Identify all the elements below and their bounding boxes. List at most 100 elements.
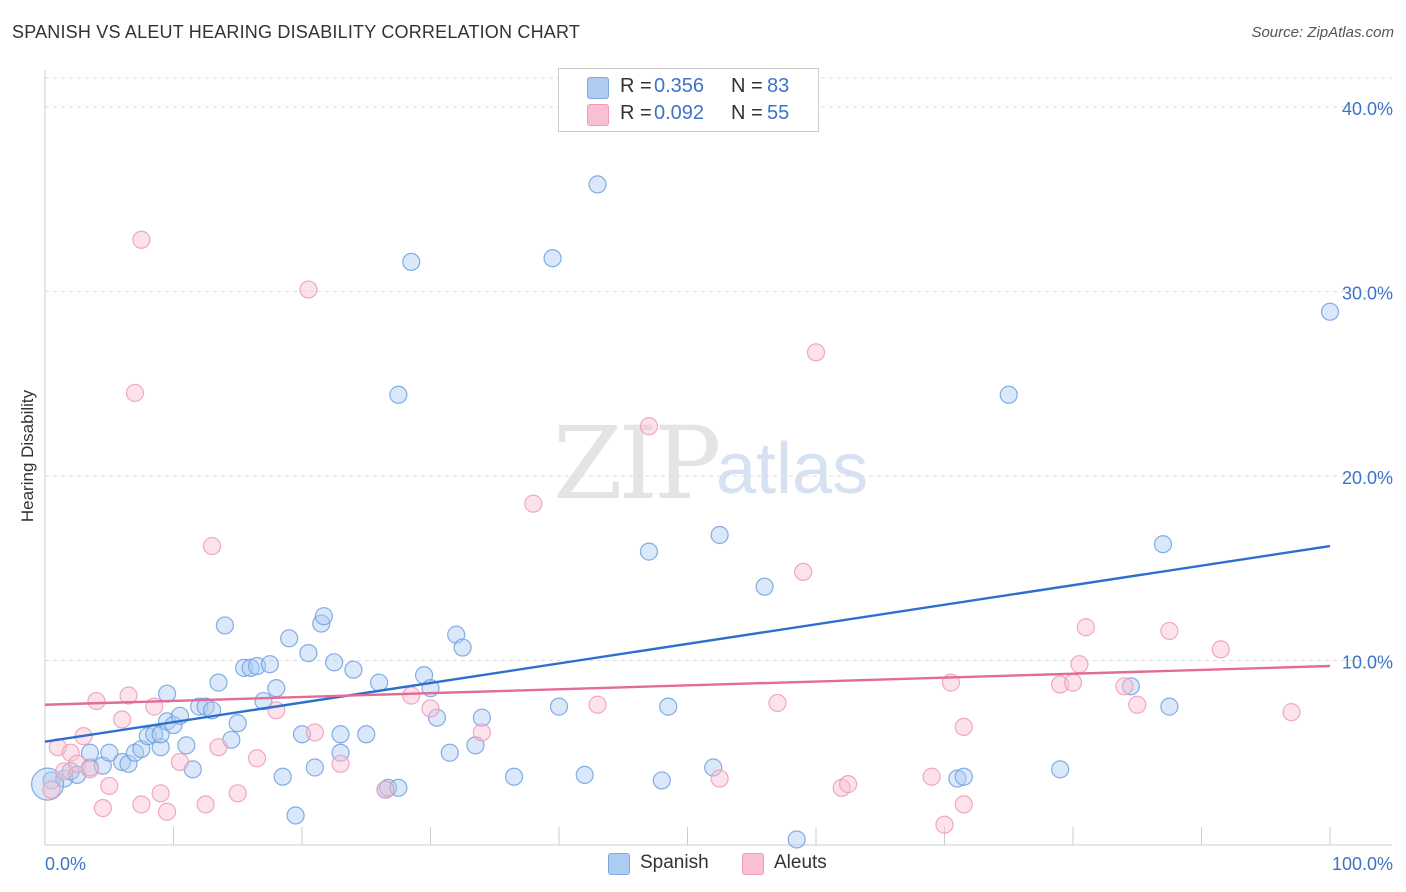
tick-labels: 10.0% 20.0% 30.0% 40.0% 0.0% 100.0%	[45, 99, 1393, 874]
data-point-spanish	[652, 771, 671, 790]
legend-n-value: 55	[767, 102, 790, 124]
y-tick-label: 20.0%	[1342, 468, 1393, 488]
data-point-spanish	[427, 708, 447, 727]
data-point-spanish	[588, 175, 607, 194]
data-point-spanish	[389, 385, 408, 404]
data-point-spanish	[440, 743, 459, 762]
data-point-spanish	[370, 673, 389, 692]
data-point-spanish	[299, 643, 318, 663]
data-point-spanish	[1121, 677, 1140, 696]
grid-lines	[45, 77, 1392, 661]
data-point-spanish	[787, 830, 806, 849]
source-note: Source: ZipAtlas.com	[1251, 24, 1394, 41]
data-point-aleuts	[421, 699, 440, 718]
x-tick-label: 0.0%	[45, 854, 86, 874]
data-point-aleuts	[157, 802, 177, 821]
data-point-spanish	[575, 765, 594, 784]
legend-swatch-aleuts	[587, 104, 609, 126]
data-point-spanish	[177, 736, 196, 755]
data-point-spanish	[1051, 760, 1070, 779]
data-point-spanish	[305, 758, 324, 777]
data-point-aleuts	[228, 784, 247, 803]
data-point-spanish	[472, 708, 491, 727]
data-point-aleuts	[151, 784, 170, 803]
data-point-aleuts	[794, 562, 813, 582]
watermark-zip: ZIP	[553, 405, 721, 522]
data-point-spanish	[209, 673, 228, 692]
data-point-spanish	[378, 778, 398, 797]
data-point-aleuts	[125, 383, 145, 403]
data-point-aleuts	[376, 780, 395, 799]
data-point-spanish	[215, 616, 234, 635]
data-point-aleuts	[170, 752, 190, 772]
data-point-spanish	[453, 638, 472, 657]
data-point-aleuts	[202, 536, 222, 556]
data-point-aleuts	[768, 693, 787, 713]
data-point-spanish	[331, 725, 350, 744]
data-point-aleuts	[639, 417, 659, 436]
data-point-spanish	[325, 653, 344, 672]
y-axis-label: Hearing Disability	[18, 389, 37, 522]
legend-r-value: 0.092	[654, 102, 705, 124]
data-point-aleuts	[196, 795, 215, 814]
data-point-spanish	[549, 697, 569, 716]
legend: R = 0.356 N = 83 R = 0.092 N = 55	[558, 68, 819, 132]
legend-r-label: R =	[620, 75, 652, 97]
data-point-spanish	[119, 754, 138, 773]
data-point-aleuts	[1128, 695, 1147, 714]
data-point-spanish	[1320, 302, 1340, 321]
data-point-spanish	[357, 725, 376, 744]
data-point-spanish	[286, 806, 305, 825]
data-point-aleuts	[710, 769, 729, 788]
data-point-aleuts	[87, 691, 106, 711]
data-point-spanish	[402, 252, 421, 272]
data-point-spanish	[504, 767, 524, 786]
data-point-spanish	[704, 758, 723, 777]
data-point-spanish	[260, 655, 279, 674]
data-point-aleuts	[331, 754, 350, 773]
data-point-aleuts	[305, 723, 324, 742]
x-tick-label: 100.0%	[1332, 854, 1393, 874]
data-point-aleuts	[954, 795, 973, 814]
data-point-aleuts	[588, 695, 607, 714]
data-point-aleuts	[119, 686, 138, 705]
bottom-legend-swatch-spanish	[608, 853, 630, 875]
watermark-atlas: atlas	[716, 429, 869, 509]
data-points	[30, 175, 1340, 849]
trend-lines	[44, 544, 1331, 743]
data-point-aleuts	[1076, 618, 1095, 637]
trend-line-aleuts	[44, 664, 1331, 706]
data-point-aleuts	[1282, 703, 1301, 722]
y-tick-label: 30.0%	[1342, 283, 1393, 303]
chart-title: SPANISH VS ALEUT HEARING DISABILITY CORR…	[12, 22, 581, 42]
data-point-spanish	[280, 629, 299, 648]
y-tick-label: 10.0%	[1342, 652, 1393, 672]
data-point-aleuts	[954, 717, 973, 737]
data-point-aleuts	[209, 738, 228, 757]
y-tick-label: 40.0%	[1342, 99, 1393, 119]
data-point-spanish	[100, 743, 119, 762]
trend-line-spanish	[44, 544, 1331, 743]
legend-r-value: 0.356	[654, 75, 705, 97]
data-point-spanish	[151, 738, 170, 757]
data-point-spanish	[543, 249, 562, 268]
data-point-aleuts	[402, 686, 421, 705]
data-point-aleuts	[61, 743, 80, 762]
data-point-spanish	[241, 658, 260, 677]
data-point-aleuts	[1063, 673, 1083, 692]
data-point-spanish	[954, 767, 973, 786]
data-point-aleuts	[112, 710, 132, 729]
data-point-spanish	[1153, 535, 1173, 554]
legend-r-label: R =	[620, 102, 652, 124]
data-point-aleuts	[1070, 655, 1089, 674]
data-point-aleuts	[1160, 621, 1179, 641]
data-point-aleuts	[1211, 640, 1230, 659]
legend-n-label: N =	[731, 102, 763, 124]
data-point-spanish	[755, 577, 774, 596]
data-point-spanish	[312, 614, 331, 633]
bottom-legend-label-aleuts: Aleuts	[774, 852, 827, 873]
data-point-aleuts	[806, 343, 826, 362]
data-point-spanish	[267, 679, 286, 698]
data-point-spanish	[710, 525, 729, 545]
